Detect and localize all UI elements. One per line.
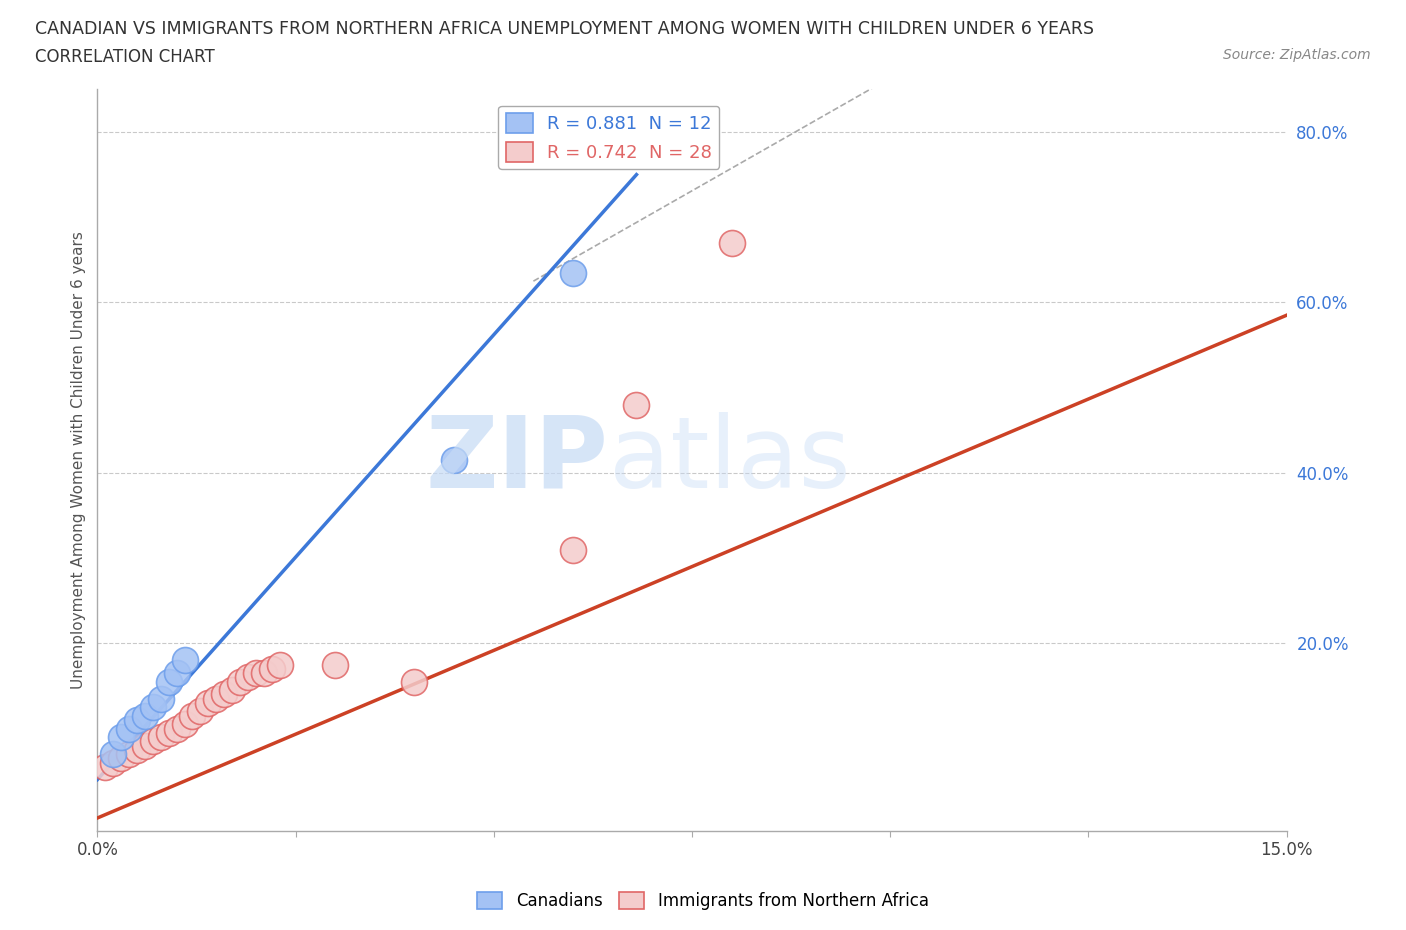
Point [197, 696, 219, 711]
Point [142, 699, 165, 714]
Point [253, 666, 276, 681]
Text: CANADIAN VS IMMIGRANTS FROM NORTHERN AFRICA UNEMPLOYMENT AMONG WOMEN WITH CHILDR: CANADIAN VS IMMIGRANTS FROM NORTHERN AFR… [35, 20, 1094, 38]
Point [134, 738, 156, 753]
Point [149, 691, 172, 706]
Text: CORRELATION CHART: CORRELATION CHART [35, 48, 215, 66]
Point [626, 397, 648, 412]
Point [149, 730, 172, 745]
Legend: R = 0.881  N = 12, R = 0.742  N = 28: R = 0.881 N = 12, R = 0.742 N = 28 [498, 106, 718, 169]
Point [562, 542, 585, 557]
Point [157, 674, 180, 689]
Point [245, 666, 267, 681]
Point [157, 725, 180, 740]
Point [181, 709, 204, 724]
Point [323, 658, 346, 672]
Point [562, 265, 585, 280]
Point [190, 704, 212, 719]
Point [166, 721, 188, 736]
Point [229, 674, 252, 689]
Point [212, 687, 235, 702]
Point [103, 747, 125, 762]
Point [94, 760, 117, 775]
Point [118, 747, 141, 762]
Text: ZIP: ZIP [426, 412, 609, 509]
Point [221, 683, 243, 698]
Point [134, 709, 156, 724]
Text: Source: ZipAtlas.com: Source: ZipAtlas.com [1223, 48, 1371, 62]
Text: atlas: atlas [609, 412, 851, 509]
Point [269, 658, 291, 672]
Y-axis label: Unemployment Among Women with Children Under 6 years: Unemployment Among Women with Children U… [72, 232, 86, 689]
Point [443, 453, 465, 468]
Point [142, 734, 165, 749]
Point [110, 730, 132, 745]
Point [260, 661, 283, 676]
Point [125, 742, 148, 757]
Legend: Canadians, Immigrants from Northern Africa: Canadians, Immigrants from Northern Afri… [471, 885, 935, 917]
Point [205, 691, 228, 706]
Point [166, 666, 188, 681]
Point [173, 653, 195, 668]
Point [103, 755, 125, 770]
Point [118, 721, 141, 736]
Point [125, 712, 148, 727]
Point [404, 674, 426, 689]
Point [236, 670, 259, 684]
Point [173, 717, 195, 732]
Point [720, 235, 742, 250]
Point [110, 751, 132, 765]
